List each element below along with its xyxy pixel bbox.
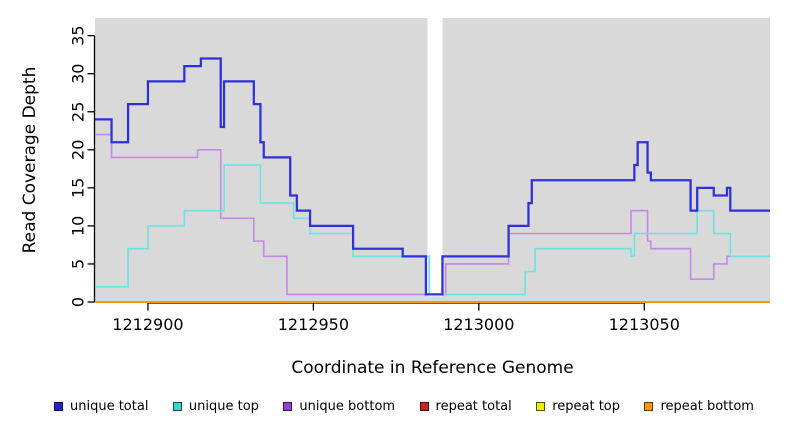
y-axis-title: Read Coverage Depth: [20, 66, 40, 254]
y-tick-label: 0: [69, 297, 88, 307]
legend-label-unique-bottom: unique bottom: [299, 399, 396, 414]
x-axis-title: Coordinate in Reference Genome: [291, 358, 574, 378]
coverage-gap-band: [427, 18, 443, 297]
x-tick-label: 1212950: [278, 315, 349, 334]
legend-swatch-unique-top: [172, 402, 182, 411]
legend-item-repeat-total: repeat total: [419, 399, 512, 414]
x-tick-label: 1212900: [112, 315, 183, 334]
x-tick-label: 1213000: [443, 315, 514, 334]
legend-label-repeat-bottom: repeat bottom: [660, 399, 754, 414]
coverage-plot: 0 5 10 15 20 25 30 35 1212900 1212950 1213000 12130…: [69, 18, 770, 334]
series-line-unique-bottom: [95, 133, 770, 296]
y-tick-label: 5: [69, 259, 88, 269]
legend-swatch-repeat-bottom: [644, 402, 654, 411]
legend-swatch-repeat-total: [419, 402, 429, 411]
legend-item-unique-top: unique top: [172, 399, 259, 414]
legend-item-repeat-bottom: repeat bottom: [644, 399, 754, 414]
legend-swatch-unique-total: [54, 402, 63, 411]
legend-item-unique-total: unique total: [54, 399, 148, 414]
y-tick-label: 20: [69, 140, 88, 160]
y-tick-label: 10: [69, 216, 88, 236]
y-tick-label: 30: [69, 64, 88, 84]
legend-label-unique-top: unique top: [188, 399, 259, 414]
legend-swatch-repeat-top: [536, 402, 546, 411]
legend-item-unique-bottom: unique bottom: [283, 399, 395, 414]
y-tick-label: 35: [69, 25, 88, 45]
legend-label-repeat-total: repeat total: [435, 399, 512, 414]
x-tick-label: 1213050: [609, 315, 680, 334]
y-tick-label: 15: [69, 178, 88, 198]
series-line-unique-total: [95, 57, 770, 296]
legend-label-unique-total: unique total: [70, 399, 149, 414]
legend-label-repeat-top: repeat top: [552, 399, 620, 414]
y-tick-label: 25: [69, 102, 88, 122]
legend-item-repeat-top: repeat top: [536, 399, 620, 414]
legend-swatch-unique-bottom: [283, 402, 293, 411]
series-line-unique-top: [95, 164, 770, 296]
legend: unique total unique top unique bottom repea…: [0, 399, 792, 414]
